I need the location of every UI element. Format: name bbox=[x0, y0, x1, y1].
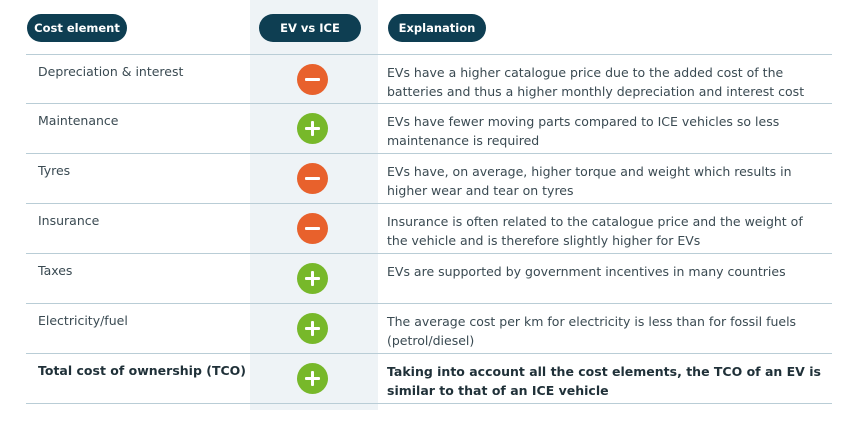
icon-vertical-bar bbox=[311, 371, 314, 386]
icon-horizontal-bar bbox=[305, 177, 320, 180]
table-row-total: Total cost of ownership (TCO) Taking into… bbox=[26, 354, 832, 404]
minus-circle-icon bbox=[297, 213, 328, 244]
table-row: Maintenance EVs have fewer moving parts c… bbox=[26, 104, 832, 154]
plus-circle-icon bbox=[297, 263, 328, 294]
icon-vertical-bar bbox=[311, 271, 314, 286]
cost-element-label: Depreciation & interest bbox=[38, 64, 184, 79]
cost-element-label: Tyres bbox=[38, 163, 71, 178]
explanation-text: Insurance is often related to the catalo… bbox=[387, 214, 803, 248]
cost-element-label: Total cost of ownership (TCO) bbox=[38, 363, 246, 378]
header-explanation: Explanation bbox=[388, 14, 486, 42]
explanation-text: EVs have fewer moving parts compared to … bbox=[387, 114, 780, 148]
minus-circle-icon bbox=[297, 64, 328, 95]
plus-circle-icon bbox=[297, 113, 328, 144]
explanation-text: The average cost per km for electricity … bbox=[387, 314, 797, 348]
cost-element-label: Insurance bbox=[38, 213, 100, 228]
cost-element-label: Maintenance bbox=[38, 113, 119, 128]
table-row: Electricity/fuel The average cost per km … bbox=[26, 304, 832, 354]
explanation-text: Taking into account all the cost element… bbox=[387, 364, 821, 398]
header-cost-element: Cost element bbox=[27, 14, 127, 42]
explanation-text: EVs are supported by government incentiv… bbox=[387, 264, 786, 279]
icon-vertical-bar bbox=[311, 121, 314, 136]
header-ev-vs-ice: EV vs ICE bbox=[259, 14, 361, 42]
explanation-text: EVs have, on average, higher torque and … bbox=[387, 164, 792, 198]
plus-circle-icon bbox=[297, 363, 328, 394]
cost-element-label: Taxes bbox=[38, 263, 73, 278]
plus-circle-icon bbox=[297, 313, 328, 344]
icon-horizontal-bar bbox=[305, 227, 320, 230]
icon-vertical-bar bbox=[311, 321, 314, 336]
explanation-text: EVs have a higher catalogue price due to… bbox=[387, 65, 805, 99]
table-row: Depreciation & interest EVs have a higher… bbox=[26, 54, 832, 104]
table-row: Taxes EVs are supported by government inc… bbox=[26, 254, 832, 304]
table-body: Depreciation & interest EVs have a higher… bbox=[0, 54, 850, 404]
icon-horizontal-bar bbox=[305, 78, 320, 81]
table-row: Insurance Insurance is often related to t… bbox=[26, 204, 832, 254]
minus-circle-icon bbox=[297, 163, 328, 194]
cost-element-label: Electricity/fuel bbox=[38, 313, 128, 328]
table-row: Tyres EVs have, on average, higher torque… bbox=[26, 154, 832, 204]
